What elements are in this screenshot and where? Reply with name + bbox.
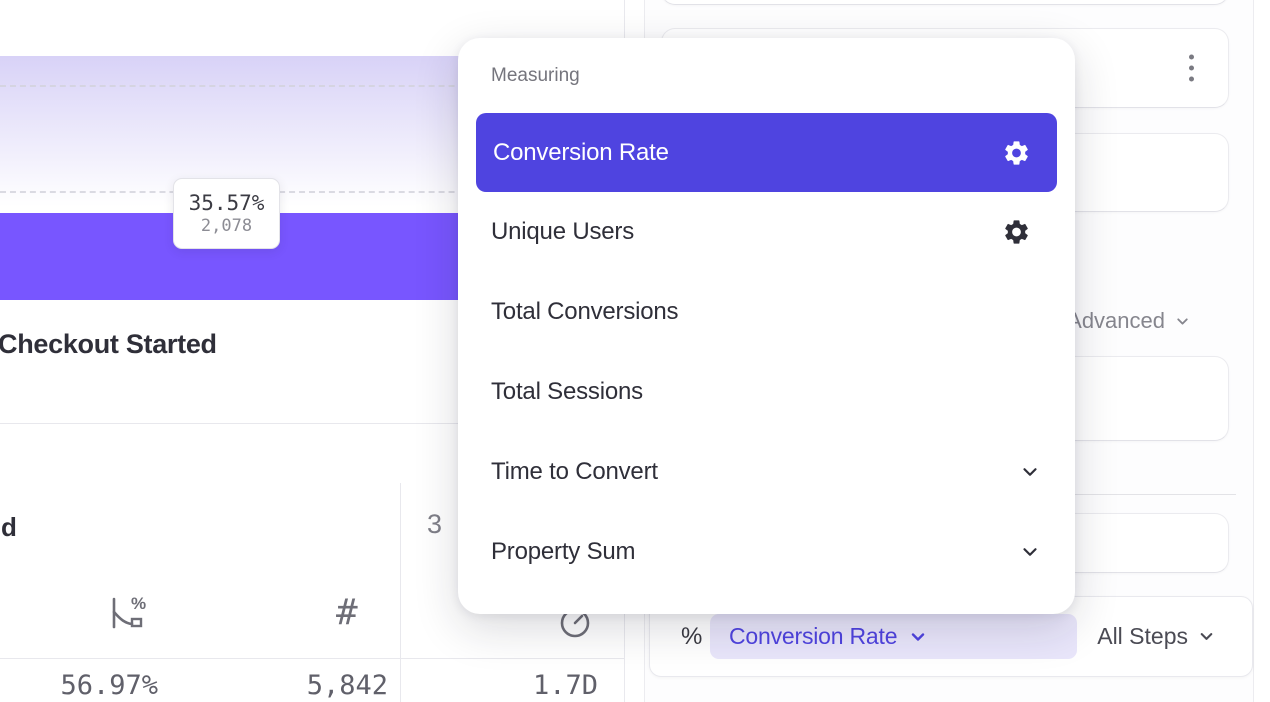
table-step-label-fragment: d: [1, 512, 17, 542]
menu-item-conversion-rate[interactable]: Conversion Rate: [476, 113, 1057, 192]
menu-item-total-sessions[interactable]: Total Sessions: [458, 352, 1075, 432]
funnel-tooltip: 35.57% 2,078: [173, 178, 280, 249]
menu-item-time-to-convert[interactable]: Time to Convert: [458, 432, 1075, 512]
chart-gridline: [0, 85, 624, 87]
menu-item-label: Time to Convert: [491, 458, 658, 485]
chevron-down-icon: [1019, 541, 1041, 563]
builder-card-top[interactable]: [661, 0, 1229, 5]
funnel-step-label: Checkout Started: [0, 329, 217, 359]
conversion-rate-icon: %: [112, 594, 146, 629]
table-next-step-number: 3: [427, 509, 443, 539]
measuring-dropdown: Measuring Conversion Rate Unique Users T…: [458, 38, 1075, 614]
chart-gridline: [0, 191, 624, 193]
measurement-selector-label: Conversion Rate: [729, 623, 898, 649]
value-avg-time: 1.7D: [532, 670, 598, 701]
menu-item-unique-users[interactable]: Unique Users: [458, 192, 1075, 272]
advanced-toggle[interactable]: Advanced: [1067, 308, 1191, 334]
menu-item-label: Property Sum: [491, 538, 636, 565]
gear-icon[interactable]: [1002, 138, 1031, 167]
tooltip-percent: 35.57%: [188, 191, 265, 215]
measuring-dropdown-title: Measuring: [491, 65, 580, 86]
steps-selector[interactable]: All Steps: [1097, 623, 1216, 650]
advanced-label: Advanced: [1067, 308, 1165, 333]
kebab-menu-icon[interactable]: [1185, 51, 1198, 86]
menu-item-total-conversions[interactable]: Total Conversions: [458, 272, 1075, 352]
steps-selector-label: All Steps: [1097, 623, 1188, 649]
tooltip-count: 2,078: [200, 216, 253, 236]
menu-item-label: Unique Users: [491, 218, 634, 245]
table-top-divider: [0, 423, 624, 424]
menu-item-label: Conversion Rate: [493, 138, 669, 166]
chevron-down-icon: [1177, 317, 1188, 325]
percent-symbol: %: [681, 622, 703, 650]
menu-item-property-sum[interactable]: Property Sum: [458, 512, 1075, 592]
value-count: 5,842: [306, 670, 388, 701]
value-conversion-rate: 56.97%: [60, 670, 158, 701]
table-row-divider: [0, 658, 624, 659]
svg-text:%: %: [131, 594, 146, 613]
gear-icon[interactable]: [1002, 218, 1031, 247]
chevron-down-icon: [908, 627, 928, 647]
menu-item-label: Total Conversions: [491, 298, 679, 325]
table-column-divider: [400, 483, 401, 702]
menu-item-label: Total Sessions: [491, 378, 643, 405]
chevron-down-icon: [1200, 633, 1213, 640]
measurement-selector[interactable]: Conversion Rate: [710, 614, 1077, 659]
chevron-down-icon: [1019, 461, 1041, 483]
count-icon: #: [336, 592, 358, 633]
